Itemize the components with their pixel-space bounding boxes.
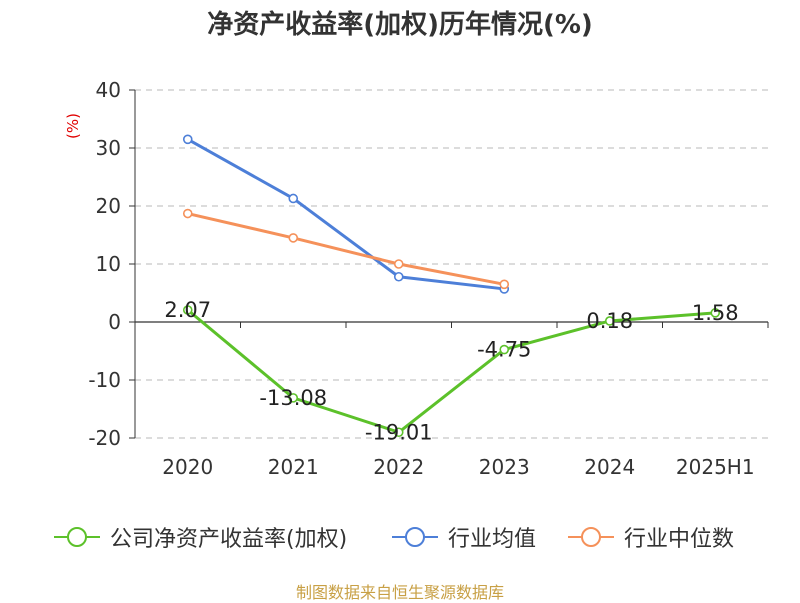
y-tick-label: -20: [88, 426, 121, 450]
data-label: 0.18: [586, 309, 633, 333]
data-point: [604, 316, 615, 326]
data-point: [182, 208, 193, 219]
data-label: -19.01: [365, 420, 433, 444]
series-lines: [182, 134, 721, 438]
legend-label-industry-avg: 行业均值: [448, 527, 537, 552]
y-tick-label: -10: [88, 368, 121, 392]
grid-lines: [135, 89, 768, 439]
y-tick-label: 20: [96, 194, 121, 218]
legend-line-marker-icon: [54, 527, 100, 547]
data-point: [182, 305, 193, 315]
x-tick-label: 2024: [584, 455, 635, 479]
legend-item-industry-avg[interactable]: 行业均值: [390, 522, 536, 552]
y-tick-label: 10: [96, 252, 121, 276]
data-label: 2.07: [164, 298, 211, 322]
series-line-2: [187, 212, 505, 286]
data-point: [710, 308, 721, 318]
source-note: 制图数据来自恒生聚源数据库: [295, 583, 504, 602]
data-point: [393, 259, 404, 269]
y-tick-label: 30: [96, 136, 121, 160]
data-point: [499, 344, 510, 355]
legend-line-marker-icon: [568, 527, 614, 547]
x-tick-label: 2023: [479, 455, 530, 479]
y-tick-label: 0: [108, 310, 121, 334]
axes: -20 -10 0 10 20 30 40 2020 2021 2022 2023 2024 2025H…: [88, 78, 769, 479]
data-point: [288, 233, 299, 243]
x-tick-label: 2025H1: [676, 455, 755, 479]
series-line-0: [186, 308, 716, 434]
data-point: [393, 427, 404, 438]
legend-item-industry-median[interactable]: 行业中位数: [566, 522, 734, 552]
legend: 公司净资产收益率(加权) 行业均值 行业中位数: [0, 522, 800, 552]
series-line-1: [187, 137, 505, 291]
data-label: -13.08: [259, 386, 327, 410]
x-tick-label: 2021: [268, 455, 319, 479]
y-tick-label: 40: [96, 78, 121, 102]
chart-title: 净资产收益率(加权)历年情况(%): [207, 10, 593, 40]
x-tick-label: 2022: [373, 455, 424, 479]
legend-line-marker-icon: [392, 527, 438, 547]
data-label: 1.58: [692, 301, 739, 325]
x-tick-label: 2020: [162, 455, 213, 479]
legend-label-company: 公司净资产收益率(加权): [110, 527, 348, 552]
data-labels: 2.07 -13.08 -19.01 -4.75 0.18 1.58: [164, 298, 738, 444]
legend-item-company[interactable]: 公司净资产收益率(加权): [52, 522, 347, 552]
data-point: [499, 279, 510, 290]
data-point: [182, 134, 193, 145]
data-point: [393, 271, 404, 282]
legend-label-industry-median: 行业中位数: [624, 527, 735, 552]
y-axis-unit-label: (%): [64, 113, 82, 139]
data-label: -4.75: [477, 338, 531, 362]
data-point: [288, 193, 299, 204]
data-point: [288, 393, 299, 403]
